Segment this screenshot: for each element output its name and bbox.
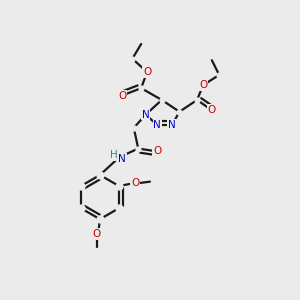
Text: N: N <box>168 120 176 130</box>
Text: N: N <box>154 120 161 130</box>
Text: H: H <box>110 150 118 160</box>
Text: N: N <box>142 110 149 120</box>
Text: O: O <box>199 80 207 90</box>
Text: O: O <box>118 91 126 100</box>
Text: O: O <box>143 67 151 77</box>
Text: O: O <box>153 146 161 157</box>
Text: N: N <box>118 154 126 164</box>
Text: O: O <box>208 105 216 115</box>
Text: O: O <box>93 229 101 239</box>
Text: O: O <box>131 178 140 188</box>
